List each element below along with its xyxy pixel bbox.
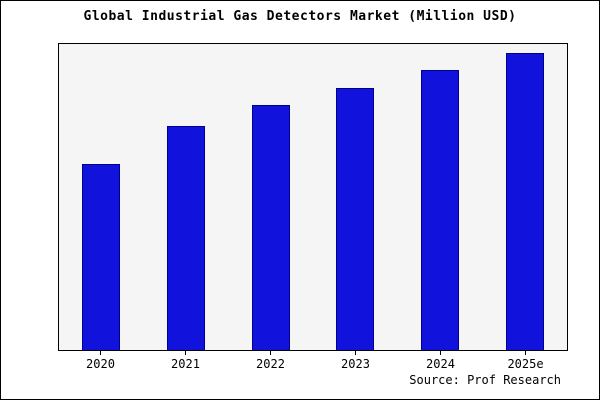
x-label-cell: 2020 <box>58 351 143 371</box>
bar-2023 <box>336 87 375 350</box>
axis-tick <box>525 351 526 355</box>
x-axis-labels: 2020 2021 2022 2023 2024 2025e <box>58 351 568 371</box>
x-label-cell: 2025e <box>483 351 568 371</box>
x-label-cell: 2022 <box>228 351 313 371</box>
bar-slot <box>313 44 398 350</box>
source-text: Source: Prof Research <box>409 373 561 387</box>
bar-2024 <box>421 70 460 350</box>
bar-2022 <box>251 105 290 350</box>
x-label-cell: 2024 <box>398 351 483 371</box>
axis-tick <box>185 351 186 355</box>
bar-slot <box>59 44 144 350</box>
bar-2021 <box>167 125 205 350</box>
axis-tick <box>100 351 101 355</box>
x-label-2022: 2022 <box>256 357 285 371</box>
bar-slot <box>228 44 313 350</box>
x-label-cell: 2023 <box>313 351 398 371</box>
x-label-2020: 2020 <box>86 357 115 371</box>
bars-layer <box>59 44 567 350</box>
x-label-2023: 2023 <box>341 357 370 371</box>
chart-title: Global Industrial Gas Detectors Market (… <box>83 9 517 24</box>
bar-slot <box>144 44 229 350</box>
bar-slot <box>398 44 483 350</box>
axis-tick <box>355 351 356 355</box>
bar-2025e <box>505 52 544 350</box>
x-label-2024: 2024 <box>426 357 455 371</box>
x-label-2025e: 2025e <box>507 357 544 371</box>
bar-2020 <box>82 163 121 350</box>
axis-tick <box>270 351 271 355</box>
bar-slot <box>482 44 567 350</box>
axis-tick <box>440 351 441 355</box>
x-label-2021: 2021 <box>171 357 200 371</box>
plot-area <box>58 43 568 351</box>
x-label-cell: 2021 <box>143 351 228 371</box>
